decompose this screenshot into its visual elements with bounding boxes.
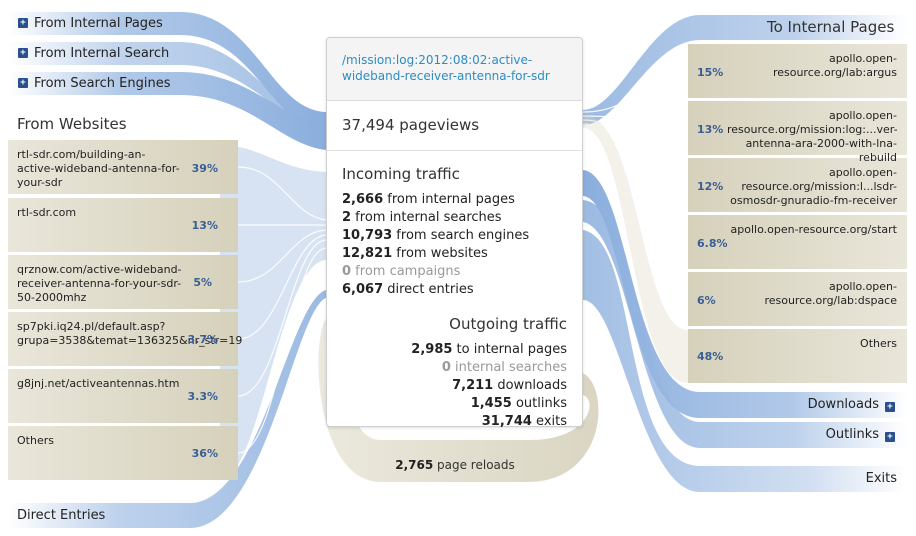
internal-page-percent: 13% xyxy=(697,123,724,136)
website-label: rtl-sdr.com xyxy=(17,206,77,219)
from-search-engines-toggle[interactable]: + From Search Engines xyxy=(8,71,202,95)
from-internal-search-label: From Internal Search xyxy=(34,45,170,61)
website-row[interactable]: Others 36% xyxy=(8,426,238,480)
website-label: rtl-sdr.com/building-an-active-wideband-… xyxy=(17,148,180,189)
page-reloads-label: 2,765 page reloads xyxy=(395,458,515,472)
internal-page-label: Others xyxy=(860,337,897,350)
outlinks-toggle[interactable]: Outlinks + xyxy=(688,423,907,447)
internal-page-row[interactable]: 48% Others xyxy=(688,329,907,383)
incoming-traffic-section: Incoming traffic 2,666 from internal pag… xyxy=(327,151,582,299)
internal-page-label: apollo.open-resource.org/lab:argus xyxy=(772,52,897,79)
outgoing-line: 0 internal searches xyxy=(441,360,567,375)
downloads-toggle[interactable]: Downloads + xyxy=(688,393,907,417)
from-internal-search-toggle[interactable]: + From Internal Search xyxy=(8,41,202,65)
incoming-line: 2 from internal searches xyxy=(342,210,502,225)
outgoing-line: 2,985 to internal pages xyxy=(411,342,567,357)
outgoing-line: 31,744 exits xyxy=(481,414,567,429)
page-summary-card: /mission:log:2012:08:02:active-wideband-… xyxy=(326,37,583,429)
flow-search-engines xyxy=(8,72,326,150)
internal-page-row[interactable]: 12% apollo.open-resource.org/mission:l..… xyxy=(688,158,907,212)
website-percent: 3.7% xyxy=(187,333,218,346)
outgoing-traffic-section: Outgoing traffic 2,985 to internal pages… xyxy=(327,299,582,431)
website-label: sp7pki.iq24.pl/default.asp?grupa=3538&te… xyxy=(17,320,243,347)
flow-outlinks xyxy=(583,200,907,448)
internal-page-percent: 6.8% xyxy=(697,237,728,250)
internal-page-row[interactable]: 6% apollo.open-resource.org/lab:dspace xyxy=(688,272,907,326)
website-label: qrznow.com/active-wideband-receiver-ante… xyxy=(17,263,182,304)
from-search-engines-label: From Search Engines xyxy=(34,75,171,91)
website-percent: 36% xyxy=(191,447,218,460)
expand-plus-icon: + xyxy=(18,78,28,88)
website-label: g8jnj.net/activeantennas.htm xyxy=(17,377,180,390)
internal-page-percent: 48% xyxy=(697,350,724,363)
website-percent: 13% xyxy=(191,219,218,232)
incoming-traffic-heading: Incoming traffic xyxy=(342,165,460,183)
website-percent: 3.3% xyxy=(187,390,218,403)
pageviews-count: 37,494 pageviews xyxy=(327,101,582,151)
internal-page-row[interactable]: 6.8% apollo.open-resource.org/start xyxy=(688,215,907,269)
expand-plus-icon: + xyxy=(885,402,895,412)
incoming-line: 10,793 from search engines xyxy=(342,228,530,243)
flow-internal-pages xyxy=(8,12,326,130)
incoming-line: 6,067 direct entries xyxy=(342,282,474,297)
flow-internal-search xyxy=(8,42,326,129)
incoming-line: 12,821 from websites xyxy=(342,246,488,261)
exits-label: Exits xyxy=(865,471,897,486)
internal-page-label: apollo.open-resource.org/start xyxy=(730,223,897,236)
flow-direct-entries xyxy=(8,290,326,528)
from-internal-pages-label: From Internal Pages xyxy=(34,15,163,31)
website-label: Others xyxy=(17,434,54,447)
outgoing-line: 7,211 downloads xyxy=(452,378,567,393)
internal-page-label: apollo.open-resource.org/mission:l...lsd… xyxy=(730,166,897,207)
website-row[interactable]: rtl-sdr.com 13% xyxy=(8,198,238,252)
internal-page-label: apollo.open-resource.org/lab:dspace xyxy=(764,280,897,307)
website-percent: 5% xyxy=(193,276,212,289)
website-row[interactable]: g8jnj.net/activeantennas.htm 3.3% xyxy=(8,369,238,423)
from-internal-pages-toggle[interactable]: + From Internal Pages xyxy=(8,11,202,35)
expand-plus-icon: + xyxy=(18,48,28,58)
website-row[interactable]: rtl-sdr.com/building-an-active-wideband-… xyxy=(8,140,238,194)
page-url-link[interactable]: /mission:log:2012:08:02:active-wideband-… xyxy=(327,38,582,101)
internal-page-row[interactable]: 15% apollo.open-resource.org/lab:argus xyxy=(688,44,907,98)
internal-page-label: apollo.open-resource.org/mission:log:...… xyxy=(727,109,898,164)
expand-plus-icon: + xyxy=(885,432,895,442)
outgoing-traffic-heading: Outgoing traffic xyxy=(449,315,567,333)
from-websites-heading: From Websites xyxy=(17,115,127,133)
flow-downloads xyxy=(583,170,907,418)
downloads-label: Downloads xyxy=(807,397,879,412)
website-percent: 39% xyxy=(191,162,218,175)
expand-plus-icon: + xyxy=(18,18,28,28)
internal-page-percent: 15% xyxy=(697,66,724,79)
incoming-line: 0 from campaigns xyxy=(342,264,461,279)
internal-page-percent: 12% xyxy=(697,180,724,193)
internal-page-row[interactable]: 13% apollo.open-resource.org/mission:log… xyxy=(688,101,907,164)
website-row[interactable]: qrznow.com/active-wideband-receiver-ante… xyxy=(8,255,238,309)
flow-page-reloads xyxy=(318,315,599,482)
internal-page-percent: 6% xyxy=(697,294,716,307)
website-row[interactable]: sp7pki.iq24.pl/default.asp?grupa=3538&te… xyxy=(8,312,243,366)
outlinks-label: Outlinks xyxy=(825,427,879,442)
flow-to-internal xyxy=(583,15,907,125)
flow-websites xyxy=(220,145,326,480)
incoming-line: 2,666 from internal pages xyxy=(342,192,515,207)
direct-entries-label: Direct Entries xyxy=(17,508,106,523)
outgoing-line: 1,455 outlinks xyxy=(470,396,567,411)
to-internal-pages-heading: To Internal Pages xyxy=(767,18,895,36)
